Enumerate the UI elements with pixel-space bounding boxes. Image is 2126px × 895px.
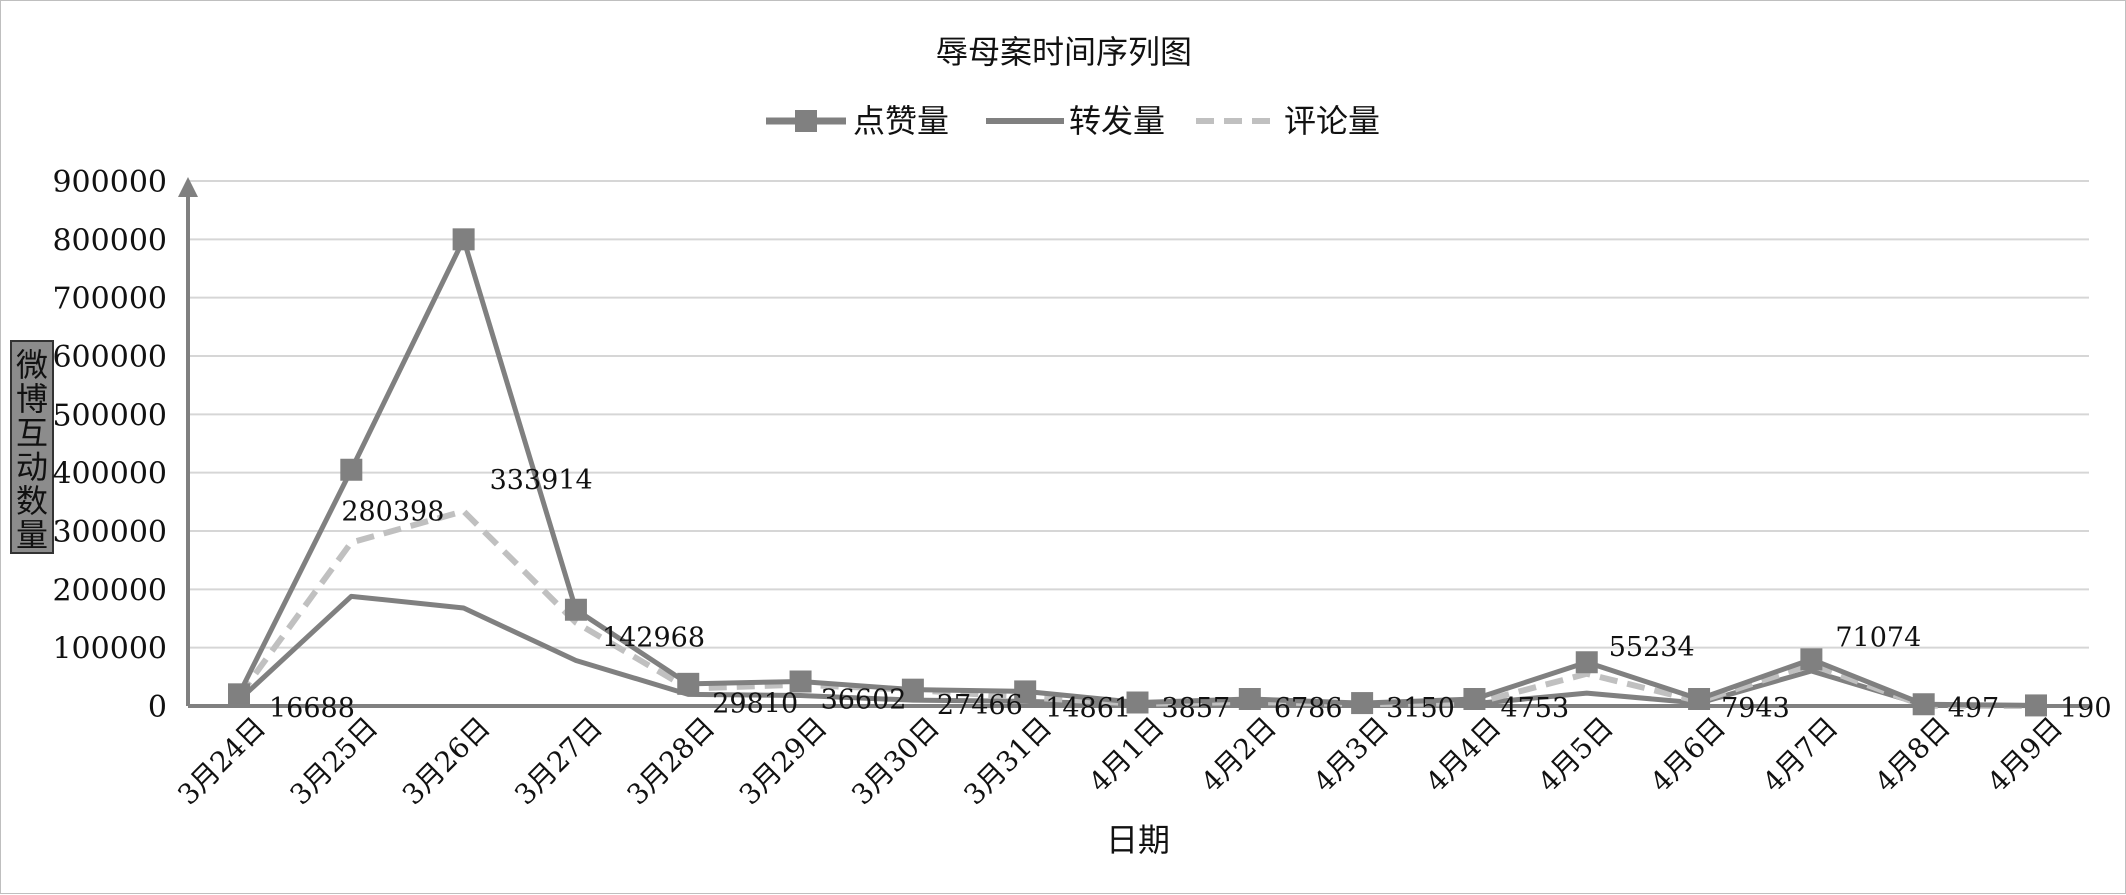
marker-likes [789, 670, 812, 693]
x-axis-title: 日期 [1106, 821, 1170, 859]
legend-item-reposts: 转发量 [986, 102, 1165, 140]
legend-label-likes: 点赞量 [853, 102, 949, 140]
marker-likes [1800, 648, 1823, 671]
data-label: 71074 [1835, 623, 1921, 654]
data-label: 7943 [1721, 693, 1790, 724]
data-label: 36602 [821, 685, 907, 716]
y-tick-label: 600000 [52, 340, 167, 375]
y-axis-title-text: 微博互动数量 [16, 346, 48, 554]
data-label: 6786 [1274, 693, 1343, 724]
legend-label-reposts: 转发量 [1069, 102, 1165, 140]
x-tick-label: 3月27日 [508, 711, 609, 812]
data-label: 3857 [1162, 693, 1231, 724]
x-tick-label: 3月25日 [284, 711, 385, 812]
x-tick-label: 3月30日 [845, 711, 946, 812]
data-label: 497 [1948, 693, 2000, 724]
y-tick-label: 900000 [52, 165, 167, 200]
legend-item-likes: 点赞量 [766, 102, 949, 140]
marker-likes [340, 458, 363, 481]
legend: 点赞量 转发量 评论量 [766, 102, 1380, 140]
data-label: 27466 [937, 690, 1023, 721]
marker-likes [564, 598, 587, 621]
axes [178, 177, 2089, 708]
series [228, 228, 2047, 717]
y-tick-label: 800000 [52, 223, 167, 258]
y-tick-label: 300000 [52, 515, 167, 550]
gridlines [188, 180, 2089, 649]
marker-likes [2025, 694, 2047, 717]
x-tick-label: 3月28日 [620, 711, 721, 812]
y-tick-label: 100000 [52, 632, 167, 667]
data-label: 333914 [490, 465, 593, 496]
marker-likes [677, 672, 700, 695]
data-label: 3150 [1386, 693, 1455, 724]
data-label: 190 [2060, 693, 2112, 724]
data-label: 16688 [269, 693, 355, 724]
marker-likes [1351, 692, 1374, 715]
y-axis-arrow [178, 177, 198, 197]
x-tick-label: 3月31日 [957, 711, 1058, 812]
data-label: 55234 [1609, 632, 1695, 663]
y-axis-title: 微博互动数量 [10, 340, 54, 554]
x-tick-label: 4月6日 [1644, 711, 1732, 799]
y-tick-labels: 0 100000 200000 300000 400000 500000 600000 700… [52, 165, 167, 725]
marker-likes [452, 228, 475, 251]
y-tick-label: 0 [148, 690, 167, 725]
y-tick-label: 200000 [52, 573, 167, 608]
y-tick-label: 700000 [52, 282, 167, 317]
data-label: 4753 [1500, 693, 1569, 724]
y-axis-title-box [10, 340, 54, 554]
x-tick-label: 3月24日 [171, 711, 272, 812]
y-tick-label: 500000 [52, 398, 167, 433]
marker-likes [1014, 680, 1037, 703]
data-label: 29810 [712, 689, 798, 720]
chart-title: 辱母案时间序列图 [936, 33, 1192, 71]
data-label: 14861 [1045, 693, 1131, 724]
data-labels: 16688 280398 333914 142968 29810 36602 27466 14… [269, 465, 2112, 724]
marker-likes [1688, 688, 1711, 710]
x-tick-label: 4月8日 [1869, 711, 1957, 799]
marker-likes [228, 683, 250, 706]
data-label: 142968 [602, 623, 705, 654]
y-tick-label: 400000 [52, 457, 167, 492]
marker-likes [1463, 688, 1486, 710]
data-label: 280398 [341, 496, 444, 527]
legend-marker-likes [795, 110, 817, 132]
marker-likes [1575, 651, 1598, 674]
legend-item-comments: 评论量 [1196, 102, 1380, 140]
marker-likes [1912, 693, 1935, 716]
x-tick-label: 3月26日 [396, 711, 497, 812]
marker-likes [1238, 688, 1261, 710]
marker-likes [901, 678, 924, 701]
marker-likes [1126, 691, 1149, 714]
series-line-reposts [237, 593, 2037, 709]
x-tick-label: 3月29日 [733, 711, 834, 812]
x-tick-labels: 3月24日 3月25日 3月26日 3月27日 3月28日 3月29日 3月30日 3月31日… [171, 711, 2069, 812]
legend-label-comments: 评论量 [1284, 102, 1380, 140]
